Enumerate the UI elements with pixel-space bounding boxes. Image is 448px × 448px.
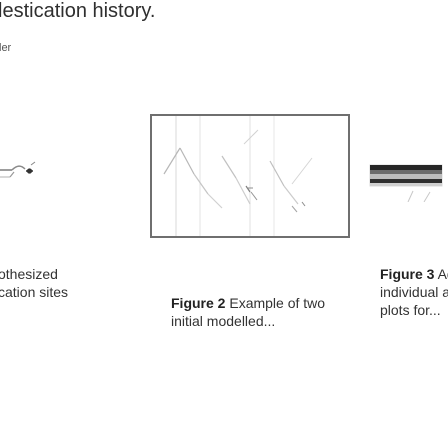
figure-1-caption-line-1: othesized (0, 266, 58, 282)
figure-1-thumbnail[interactable] (0, 146, 56, 202)
article-title-fragment: lestication history. (0, 0, 156, 22)
section-label: ler (0, 42, 12, 54)
figure-3-label: Figure 3 (380, 266, 435, 282)
figure-1-caption-line-2: cation sites (0, 284, 69, 300)
figure-3-caption-text: Ad (437, 266, 448, 282)
figure-3-caption[interactable]: Figure 3 Ad individual as plots for... (380, 265, 448, 319)
figure-3-thumbnail[interactable] (366, 146, 448, 203)
figure-2-caption-line-2: initial modelled... (171, 313, 276, 329)
figure-3-caption-line-3: plots for... (380, 302, 441, 318)
figure-2-label: Figure 2 (171, 295, 226, 311)
figure-1-caption[interactable]: othesized cation sites (0, 265, 68, 301)
figure-3-caption-line-1: Figure 3 Ad (380, 265, 448, 283)
figure-2-caption[interactable]: Figure 2 Example of two initial modelled… (171, 294, 325, 330)
figure-3-caption-line-2: individual as (380, 284, 448, 300)
figure-2-caption-text: Example of two (225, 295, 326, 311)
figure-2-caption-line-1: Figure 2 Example of two (171, 294, 325, 312)
figure-2-thumbnail[interactable] (150, 114, 350, 238)
